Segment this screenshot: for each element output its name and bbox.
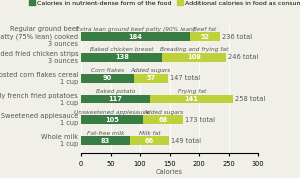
- Text: 52: 52: [200, 34, 209, 40]
- Text: Added sugars: Added sugars: [143, 110, 183, 115]
- Bar: [150, 95, 233, 103]
- Bar: [143, 116, 183, 124]
- Bar: [81, 53, 162, 62]
- Text: 173 total: 173 total: [185, 117, 215, 123]
- Bar: [190, 32, 220, 41]
- Text: 90: 90: [103, 75, 112, 81]
- Text: 149 total: 149 total: [171, 138, 201, 144]
- X-axis label: Calories: Calories: [156, 169, 183, 176]
- Text: Unsweetened applesauce: Unsweetened applesauce: [74, 110, 150, 115]
- Text: Extra lean ground beef patty (90% lean): Extra lean ground beef patty (90% lean): [76, 27, 195, 32]
- Bar: [130, 136, 169, 145]
- Bar: [81, 116, 143, 124]
- Bar: [162, 53, 226, 62]
- Text: 258 total: 258 total: [235, 96, 265, 102]
- Text: 57: 57: [146, 75, 155, 81]
- Text: Milk fat: Milk fat: [139, 131, 160, 136]
- Text: 105: 105: [105, 117, 119, 123]
- Text: Corn flakes: Corn flakes: [91, 68, 124, 73]
- Text: Fat-free milk: Fat-free milk: [87, 131, 124, 136]
- Text: Baked potato: Baked potato: [96, 89, 135, 94]
- Bar: [134, 74, 168, 83]
- Text: 66: 66: [145, 138, 154, 144]
- Bar: [81, 95, 150, 103]
- Text: 108: 108: [187, 54, 201, 61]
- Text: 117: 117: [109, 96, 122, 102]
- Bar: [81, 74, 134, 83]
- Text: 68: 68: [158, 117, 168, 123]
- Text: 141: 141: [185, 96, 199, 102]
- Legend: Calories in nutrient-dense form of the food, Additional calories in food as cons: Calories in nutrient-dense form of the f…: [26, 0, 300, 8]
- Bar: [81, 32, 190, 41]
- Text: Beef fat: Beef fat: [193, 27, 217, 32]
- Text: Baked chicken breast: Baked chicken breast: [90, 48, 153, 53]
- Text: Frying fat: Frying fat: [178, 89, 206, 94]
- Text: Breading and frying fat: Breading and frying fat: [160, 48, 229, 53]
- Text: 83: 83: [101, 138, 110, 144]
- Text: 138: 138: [115, 54, 129, 61]
- Text: 236 total: 236 total: [222, 34, 252, 40]
- Text: Added sugars: Added sugars: [131, 68, 171, 73]
- Text: 184: 184: [128, 34, 142, 40]
- Text: 246 total: 246 total: [228, 54, 258, 61]
- Text: 147 total: 147 total: [169, 75, 200, 81]
- Bar: [81, 136, 130, 145]
